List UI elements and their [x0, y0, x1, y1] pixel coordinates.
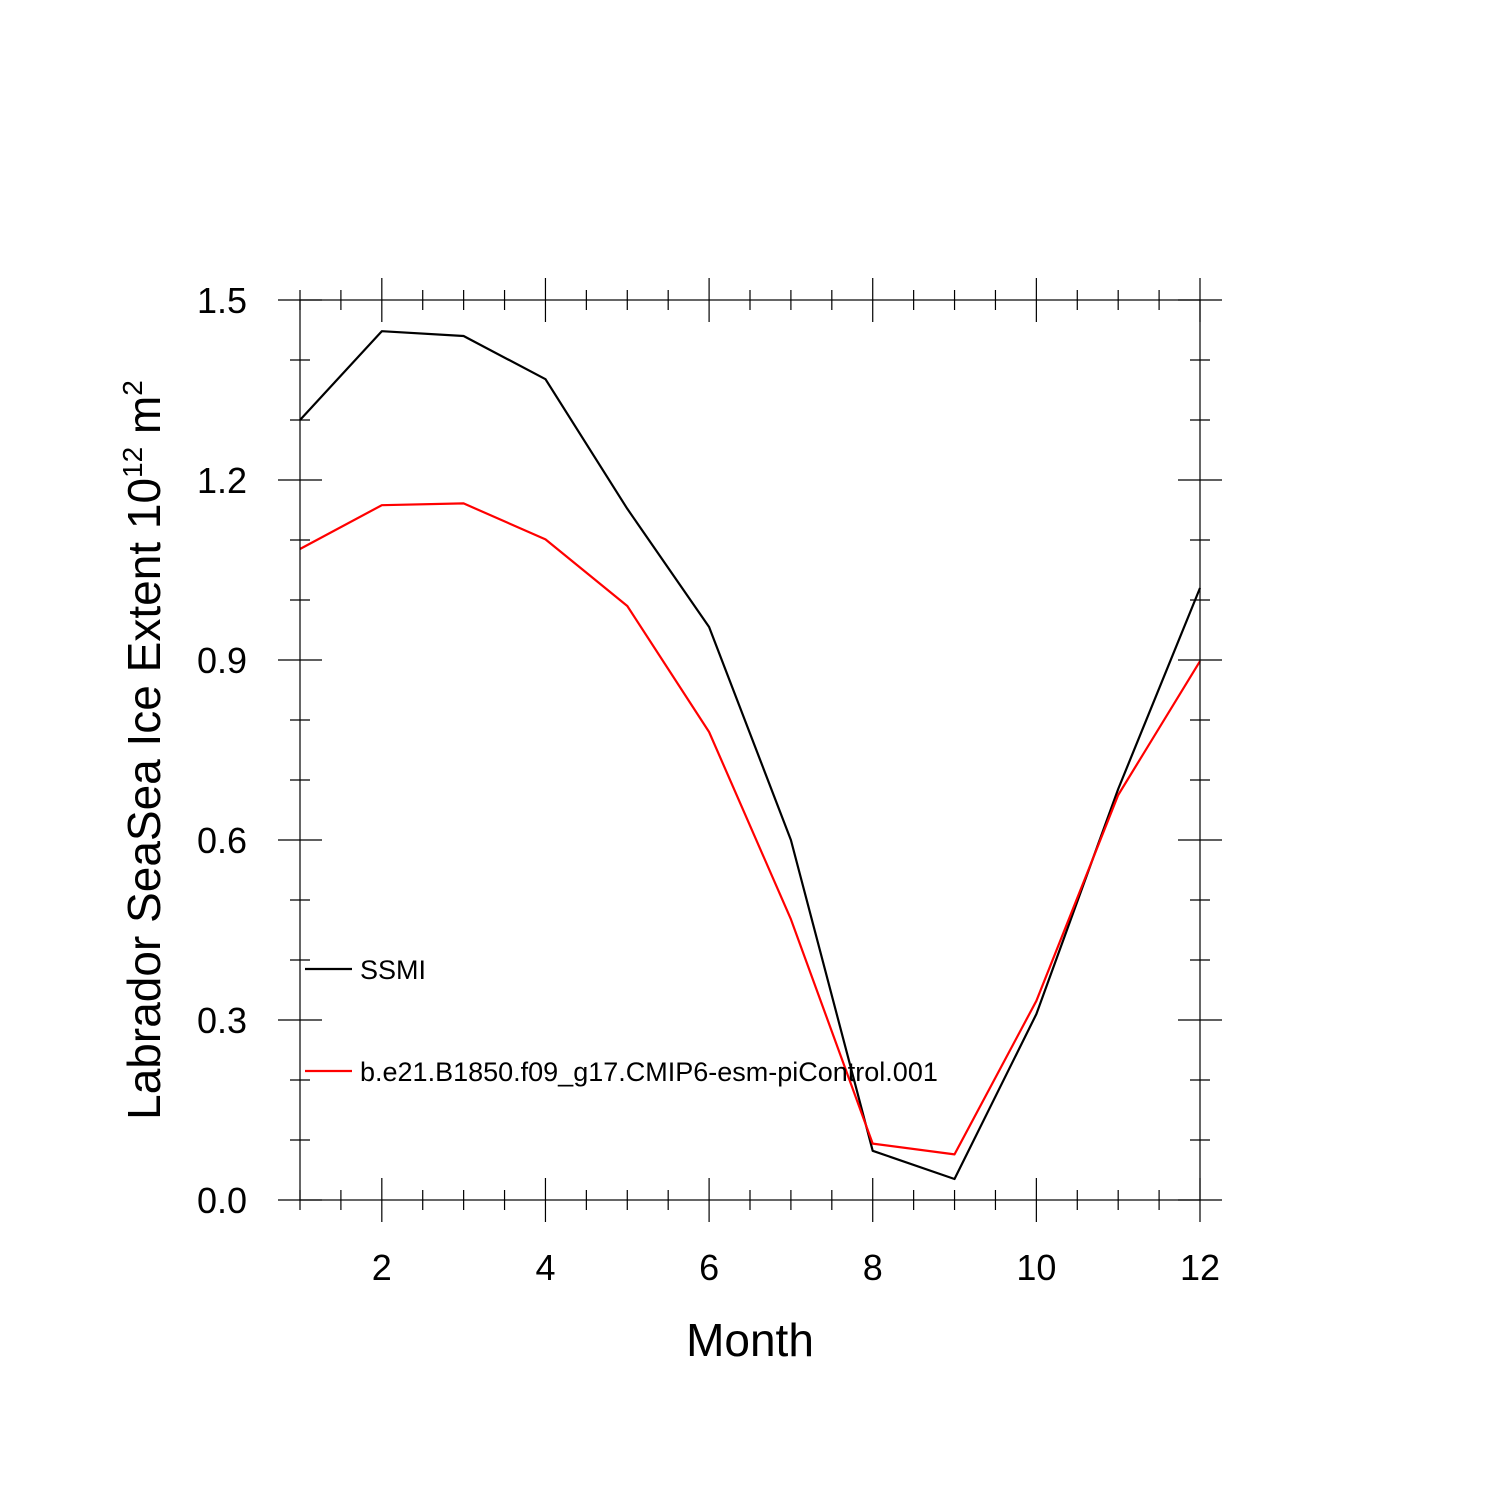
y-tick-label: 1.2 — [197, 460, 247, 501]
legend-label-ssmi: SSMI — [360, 955, 426, 985]
y-tick-label: 0.0 — [197, 1180, 247, 1221]
series-lines — [299, 330, 1202, 1181]
y-axis-title-exponent: 12 — [117, 447, 148, 478]
legend: SSMI b.e21.B1850.f09_g17.CMIP6-esm-piCon… — [305, 955, 938, 1087]
series-line-ssmi — [299, 330, 1202, 1181]
x-tick-label: 10 — [1016, 1247, 1056, 1288]
y-tick-label: 0.9 — [197, 640, 247, 681]
plot-frame — [299, 299, 1201, 1201]
x-tick-label: 4 — [535, 1247, 555, 1288]
series-line-model — [299, 502, 1201, 1156]
y-tick-label: 0.3 — [197, 1000, 247, 1041]
legend-label-model: b.e21.B1850.f09_g17.CMIP6-esm-piControl.… — [360, 1057, 938, 1087]
x-tick-label: 8 — [863, 1247, 883, 1288]
tick-labels: 2 4 6 8 10 12 0.0 0.3 0.6 0.9 1.2 1.5 — [197, 280, 1220, 1288]
y-tick-label: 0.6 — [197, 820, 247, 861]
y-axis-title-unit-exponent: 2 — [117, 380, 148, 396]
x-tick-label: 6 — [699, 1247, 719, 1288]
x-axis-title: Month — [686, 1314, 814, 1366]
y-axis-title-main: Labrador SeaSea Ice Extent 10 — [118, 478, 170, 1120]
x-tick-label: 12 — [1180, 1247, 1220, 1288]
y-axis-title-unit: m — [118, 396, 170, 447]
x-tick-label: 2 — [372, 1247, 392, 1288]
y-tick-label: 1.5 — [197, 280, 247, 321]
y-axis-title: Labrador SeaSea Ice Extent 1012 m2 — [117, 380, 170, 1120]
